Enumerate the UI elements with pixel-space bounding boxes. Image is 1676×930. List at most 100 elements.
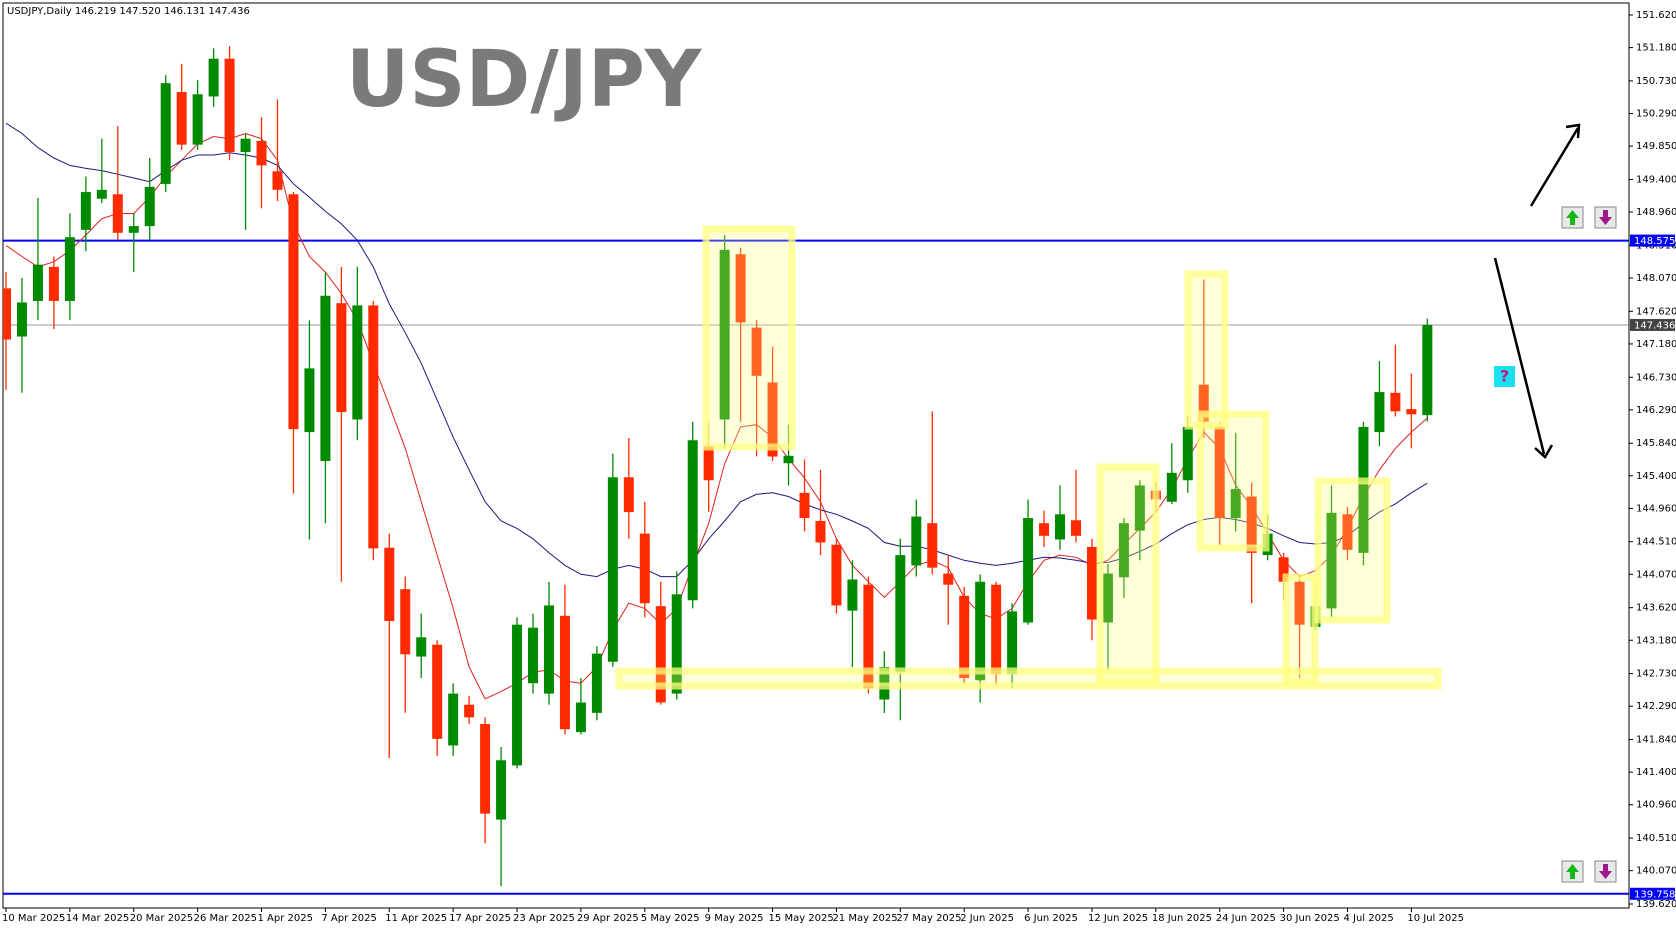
y-tick-label: 141.840 [1636,735,1676,746]
candle-body [575,702,586,733]
highlight-box [702,225,796,451]
candle-body [591,653,602,713]
candle-body [288,194,299,430]
level-label-bg [1630,234,1675,247]
candle-body [352,305,363,420]
trade-buttons [1561,206,1617,883]
candle-body [128,226,139,233]
level-label: 139.758 [1634,889,1675,900]
candle-body [176,92,187,145]
y-tick-label: 144.070 [1636,569,1676,580]
y-tick-label: 145.400 [1636,471,1676,482]
candle-body [48,266,59,301]
candle-body [687,440,698,601]
candle-body [543,605,554,694]
candle-body [703,446,714,481]
y-tick-label: 144.960 [1636,503,1676,514]
candle-body [1214,426,1225,519]
candle-body [719,249,730,420]
x-tick-label: 18 Jun 2025 [1152,913,1212,924]
question-icon: ? [1500,367,1509,386]
up-icon [1566,864,1579,879]
y-tick-label: 140.960 [1636,800,1676,811]
candle-body [1198,384,1209,422]
candle-body [1326,512,1337,609]
candle-body [192,94,203,145]
y-tick-label: 148.960 [1636,207,1676,218]
candle-body [96,189,107,199]
candle-body [512,624,523,766]
candle-body [384,547,395,622]
y-tick-label: 141.400 [1636,767,1676,778]
candle-body [895,555,906,673]
candle-body [1294,581,1305,625]
candle-body [64,237,75,301]
candle-body [767,382,778,457]
candle-body [160,83,171,184]
y-tick-label: 140.070 [1636,866,1676,877]
x-tick-label: 12 Jun 2025 [1088,913,1148,924]
arrow-down [1493,257,1546,455]
candle-body [400,589,411,655]
candle-body [1086,546,1097,620]
x-tick-label: 9 May 2025 [705,913,764,924]
candle-body [1166,472,1177,502]
candle-body [1134,485,1145,531]
candle-body [1246,496,1257,553]
arrow-head [1565,123,1581,139]
candle-body [432,644,443,739]
x-tick-label: 6 Jun 2025 [1024,913,1078,924]
candle-body [368,305,379,549]
candle-body [639,533,650,604]
candle-body [208,58,219,97]
x-tick-label: 30 Jun 2025 [1280,913,1340,924]
x-tick-label: 7 Apr 2025 [321,913,376,924]
candle-body [1039,523,1050,536]
x-tick-label: 17 Apr 2025 [449,913,511,924]
y-tick-label: 144.510 [1636,537,1676,548]
candle-body [943,573,954,585]
candle-body [831,544,842,606]
question-icon-bg [1494,366,1515,387]
y-tick-label: 148.070 [1636,273,1676,284]
y-tick-label: 146.730 [1636,372,1676,383]
highlight-box [1196,410,1270,552]
candle-body [959,595,970,679]
candle-body [80,192,91,230]
candle-body [448,693,459,746]
arrow-head [1534,444,1554,459]
x-tick-label: 26 Mar 2025 [194,913,257,924]
candle-body [256,140,267,166]
y-tick-label: 142.730 [1636,669,1676,680]
level-label: 148.575 [1634,236,1675,247]
candle-body [911,516,922,566]
x-tick-label: 15 May 2025 [769,913,834,924]
y-tick-label: 149.400 [1636,174,1676,185]
x-tick-label: 2 Jun 2025 [960,913,1014,924]
candle-body [272,171,283,190]
x-tick-label: 5 May 2025 [641,913,700,924]
arrow-up [1529,127,1580,207]
y-tick-label: 145.840 [1636,438,1676,449]
y-tick-label: 151.620 [1636,10,1676,21]
y-tick-label: 142.290 [1636,701,1676,712]
x-tick-label: 1 Apr 2025 [258,913,313,924]
y-tick-label: 143.180 [1636,635,1676,646]
candle-body [1230,489,1241,519]
y-tick-label: 147.620 [1636,306,1676,317]
candle-body [1070,520,1081,536]
up-icon [1566,210,1579,225]
candle-body [991,584,1002,675]
candle-body [751,327,762,376]
candle-body [1007,611,1018,675]
candle-body [1374,392,1385,433]
y-tick-label: 143.620 [1636,603,1676,614]
candle-body [799,492,810,519]
candle-body [1422,324,1433,416]
candle-body [496,760,507,820]
candle-body [1102,573,1113,623]
x-tick-label: 21 May 2025 [832,913,897,924]
highlight-box [1184,270,1229,430]
candle-body [975,581,986,681]
